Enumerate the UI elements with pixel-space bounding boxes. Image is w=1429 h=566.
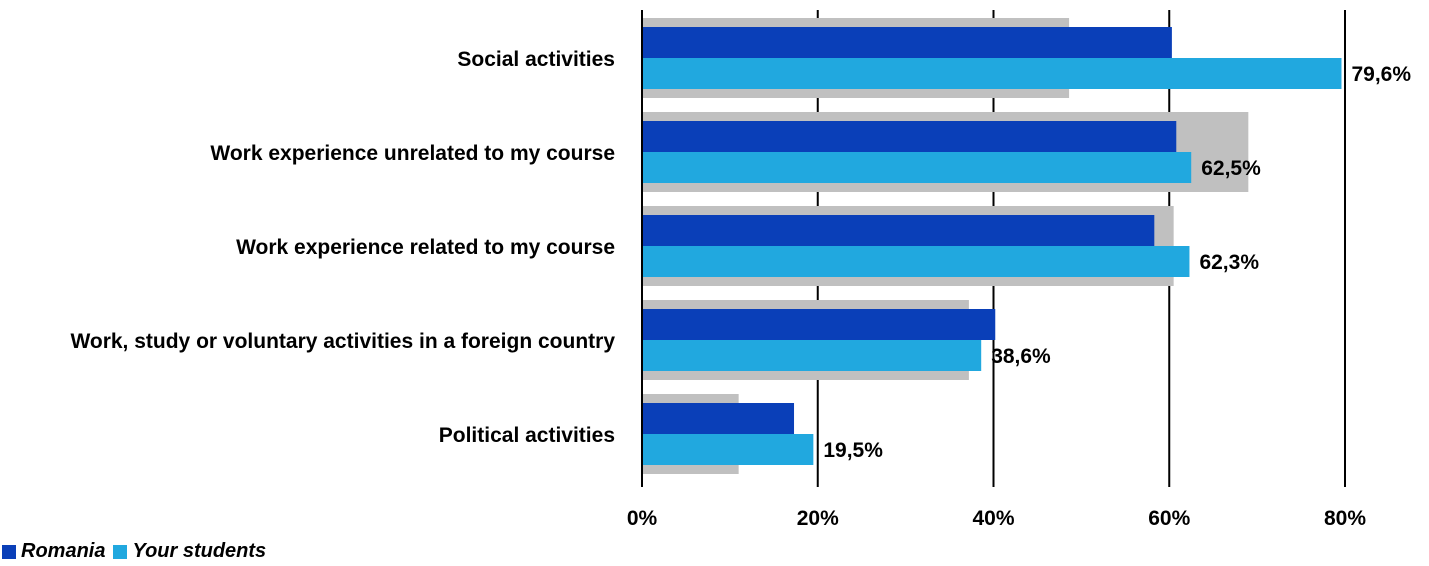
x-tick-label: 40%	[972, 507, 1014, 530]
legend-item-romania: Romania	[2, 540, 105, 563]
x-tick-label: 20%	[797, 507, 839, 530]
legend-label-your-students: Your students	[132, 540, 267, 562]
category-label: Social activities	[457, 48, 615, 71]
data-label: 62,5%	[1201, 157, 1261, 180]
legend-swatch-your-students	[113, 544, 128, 559]
bar-your-students	[642, 340, 982, 371]
bar-romania	[642, 403, 795, 434]
bar-your-students	[642, 58, 1342, 89]
x-tick-label: 60%	[1148, 507, 1190, 530]
data-label: 79,6%	[1351, 63, 1411, 86]
bar-romania	[642, 309, 996, 340]
data-label: 38,6%	[991, 345, 1051, 368]
bar-your-students	[642, 434, 814, 465]
data-label: 62,3%	[1199, 251, 1259, 274]
category-label: Work experience related to my course	[236, 236, 615, 259]
bars	[642, 18, 1342, 474]
bar-romania	[642, 215, 1155, 246]
category-label: Work experience unrelated to my course	[210, 142, 615, 165]
bar-romania	[642, 27, 1172, 58]
category-label: Political activities	[439, 424, 615, 447]
labels: 0% 20% 40% 60% 80% 79,6% Social activities 62,5…	[70, 10, 1411, 530]
bar-chart: 0% 20% 40% 60% 80% 79,6% Social activities 62,5…	[70, 10, 1411, 530]
x-tick-label: 80%	[1324, 507, 1366, 530]
x-tick-label: 0%	[627, 507, 658, 530]
bar-your-students	[642, 246, 1190, 277]
bar-romania	[642, 121, 1177, 152]
category-label: Work, study or voluntary activities in a…	[70, 330, 615, 353]
legend-item-your-students: Your students	[113, 540, 266, 563]
legend: Romania Your students	[2, 540, 274, 563]
bar-your-students	[642, 152, 1192, 183]
data-label: 19,5%	[823, 439, 883, 462]
legend-swatch-romania	[2, 544, 16, 559]
legend-label-romania: Romania	[21, 540, 106, 562]
